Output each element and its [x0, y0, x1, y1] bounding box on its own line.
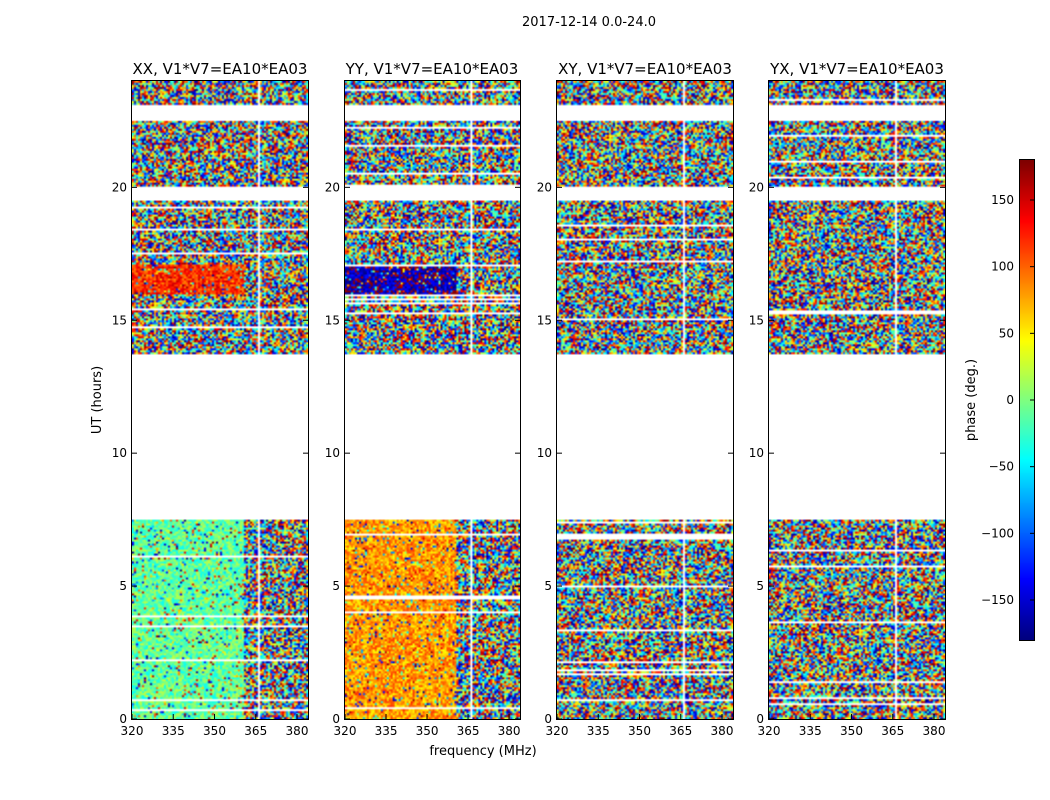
x-tick-label-xy-380: 380: [711, 724, 734, 738]
colorbar-tick-label-50: 50: [999, 326, 1014, 340]
colorbar-tick-label-0: 0: [1006, 393, 1014, 407]
y-tick-label-yy-20: 20: [325, 180, 340, 194]
panel-title-xy: XY, V1*V7=EA10*EA03: [558, 60, 732, 78]
x-tick-label-xx-365: 365: [244, 724, 267, 738]
x-tick-label-xx-350: 350: [203, 724, 226, 738]
x-tick-label-xx-380: 380: [286, 724, 309, 738]
axes-frame-xy: [556, 80, 734, 720]
x-tick-label-yx-350: 350: [840, 724, 863, 738]
y-tick-label-xy-0: 0: [544, 712, 552, 726]
x-tick-label-xx-335: 335: [162, 724, 185, 738]
colorbar-frame: [1019, 159, 1035, 641]
colorbar-gradient: [1020, 160, 1034, 640]
axes-frame-xx: [131, 80, 309, 720]
heatmap-yy: [345, 81, 520, 719]
y-tick-label-yx-15: 15: [749, 313, 764, 327]
colorbar-tick-label-100: 100: [991, 260, 1014, 274]
colorbar: 150 100 50 0 −50 −100 −150 phase (deg.): [964, 159, 1035, 641]
y-tick-label-xx-15: 15: [112, 313, 127, 327]
colorbar-tick-label--50: −50: [989, 460, 1014, 474]
y-tick-label-yx-0: 0: [756, 712, 764, 726]
y-tick-label-xx-10: 10: [112, 446, 127, 460]
axis-ticks: 320 335 350 365 380 0 5 10 15 20 320 335 350 365 380 0 5…: [112, 180, 946, 738]
y-tick-label-yx-20: 20: [749, 180, 764, 194]
colorbar-tick-label--100: −100: [981, 526, 1014, 540]
y-tick-label-yy-0: 0: [332, 712, 340, 726]
heatmap-xy: [557, 81, 733, 719]
y-tick-label-xx-0: 0: [119, 712, 127, 726]
x-tick-label-yy-350: 350: [416, 724, 439, 738]
y-tick-label-yy-5: 5: [332, 579, 340, 593]
y-tick-label-xx-20: 20: [112, 180, 127, 194]
y-tick-label-yx-10: 10: [749, 446, 764, 460]
colorbar-label: phase (deg.): [964, 359, 979, 441]
panel-yx: YX, V1*V7=EA10*EA03: [768, 60, 946, 720]
y-tick-label-yy-10: 10: [325, 446, 340, 460]
colorbar-tick-label-150: 150: [991, 193, 1014, 207]
y-tick-label-yx-5: 5: [756, 579, 764, 593]
heatmap-xx: [132, 81, 308, 719]
x-tick-label-yx-320: 320: [758, 724, 781, 738]
y-tick-label-xy-20: 20: [537, 180, 552, 194]
panel-xx: XX, V1*V7=EA10*EA03: [131, 60, 309, 720]
panel-xy: XY, V1*V7=EA10*EA03: [556, 60, 734, 720]
x-tick-label-yy-335: 335: [375, 724, 398, 738]
x-tick-label-yy-380: 380: [498, 724, 521, 738]
y-tick-label-xx-5: 5: [119, 579, 127, 593]
x-tick-label-xx-320: 320: [121, 724, 144, 738]
y-tick-label-yy-15: 15: [325, 313, 340, 327]
y-tick-label-xy-5: 5: [544, 579, 552, 593]
x-tick-label-xy-335: 335: [587, 724, 610, 738]
x-axis-label: frequency (MHz): [429, 744, 536, 759]
chart-title: 2017-12-14 0.0-24.0: [522, 15, 656, 30]
x-tick-label-yx-380: 380: [923, 724, 946, 738]
panel-title-yy: YY, V1*V7=EA10*EA03: [345, 60, 519, 78]
y-tick-label-xy-15: 15: [537, 313, 552, 327]
x-tick-label-xy-350: 350: [628, 724, 651, 738]
colorbar-ticks: 150 100 50 0 −50 −100 −150: [981, 193, 1034, 607]
x-tick-label-xy-365: 365: [669, 724, 692, 738]
x-tick-label-yx-365: 365: [881, 724, 904, 738]
colorbar-tick-label--150: −150: [981, 593, 1014, 607]
panel-title-xx: XX, V1*V7=EA10*EA03: [133, 60, 308, 78]
heatmap-yx: [769, 81, 945, 719]
panel-title-yx: YX, V1*V7=EA10*EA03: [769, 60, 944, 78]
y-tick-label-xy-10: 10: [537, 446, 552, 460]
axes-frame-yx: [768, 80, 946, 720]
axes-frame-yy: [344, 80, 521, 720]
panel-yy: YY, V1*V7=EA10*EA03: [344, 60, 521, 720]
y-axis-label: UT (hours): [90, 366, 105, 434]
x-tick-label-yy-365: 365: [457, 724, 480, 738]
x-tick-label-yx-335: 335: [799, 724, 822, 738]
x-tick-label-yy-320: 320: [334, 724, 357, 738]
x-tick-label-xy-320: 320: [546, 724, 569, 738]
